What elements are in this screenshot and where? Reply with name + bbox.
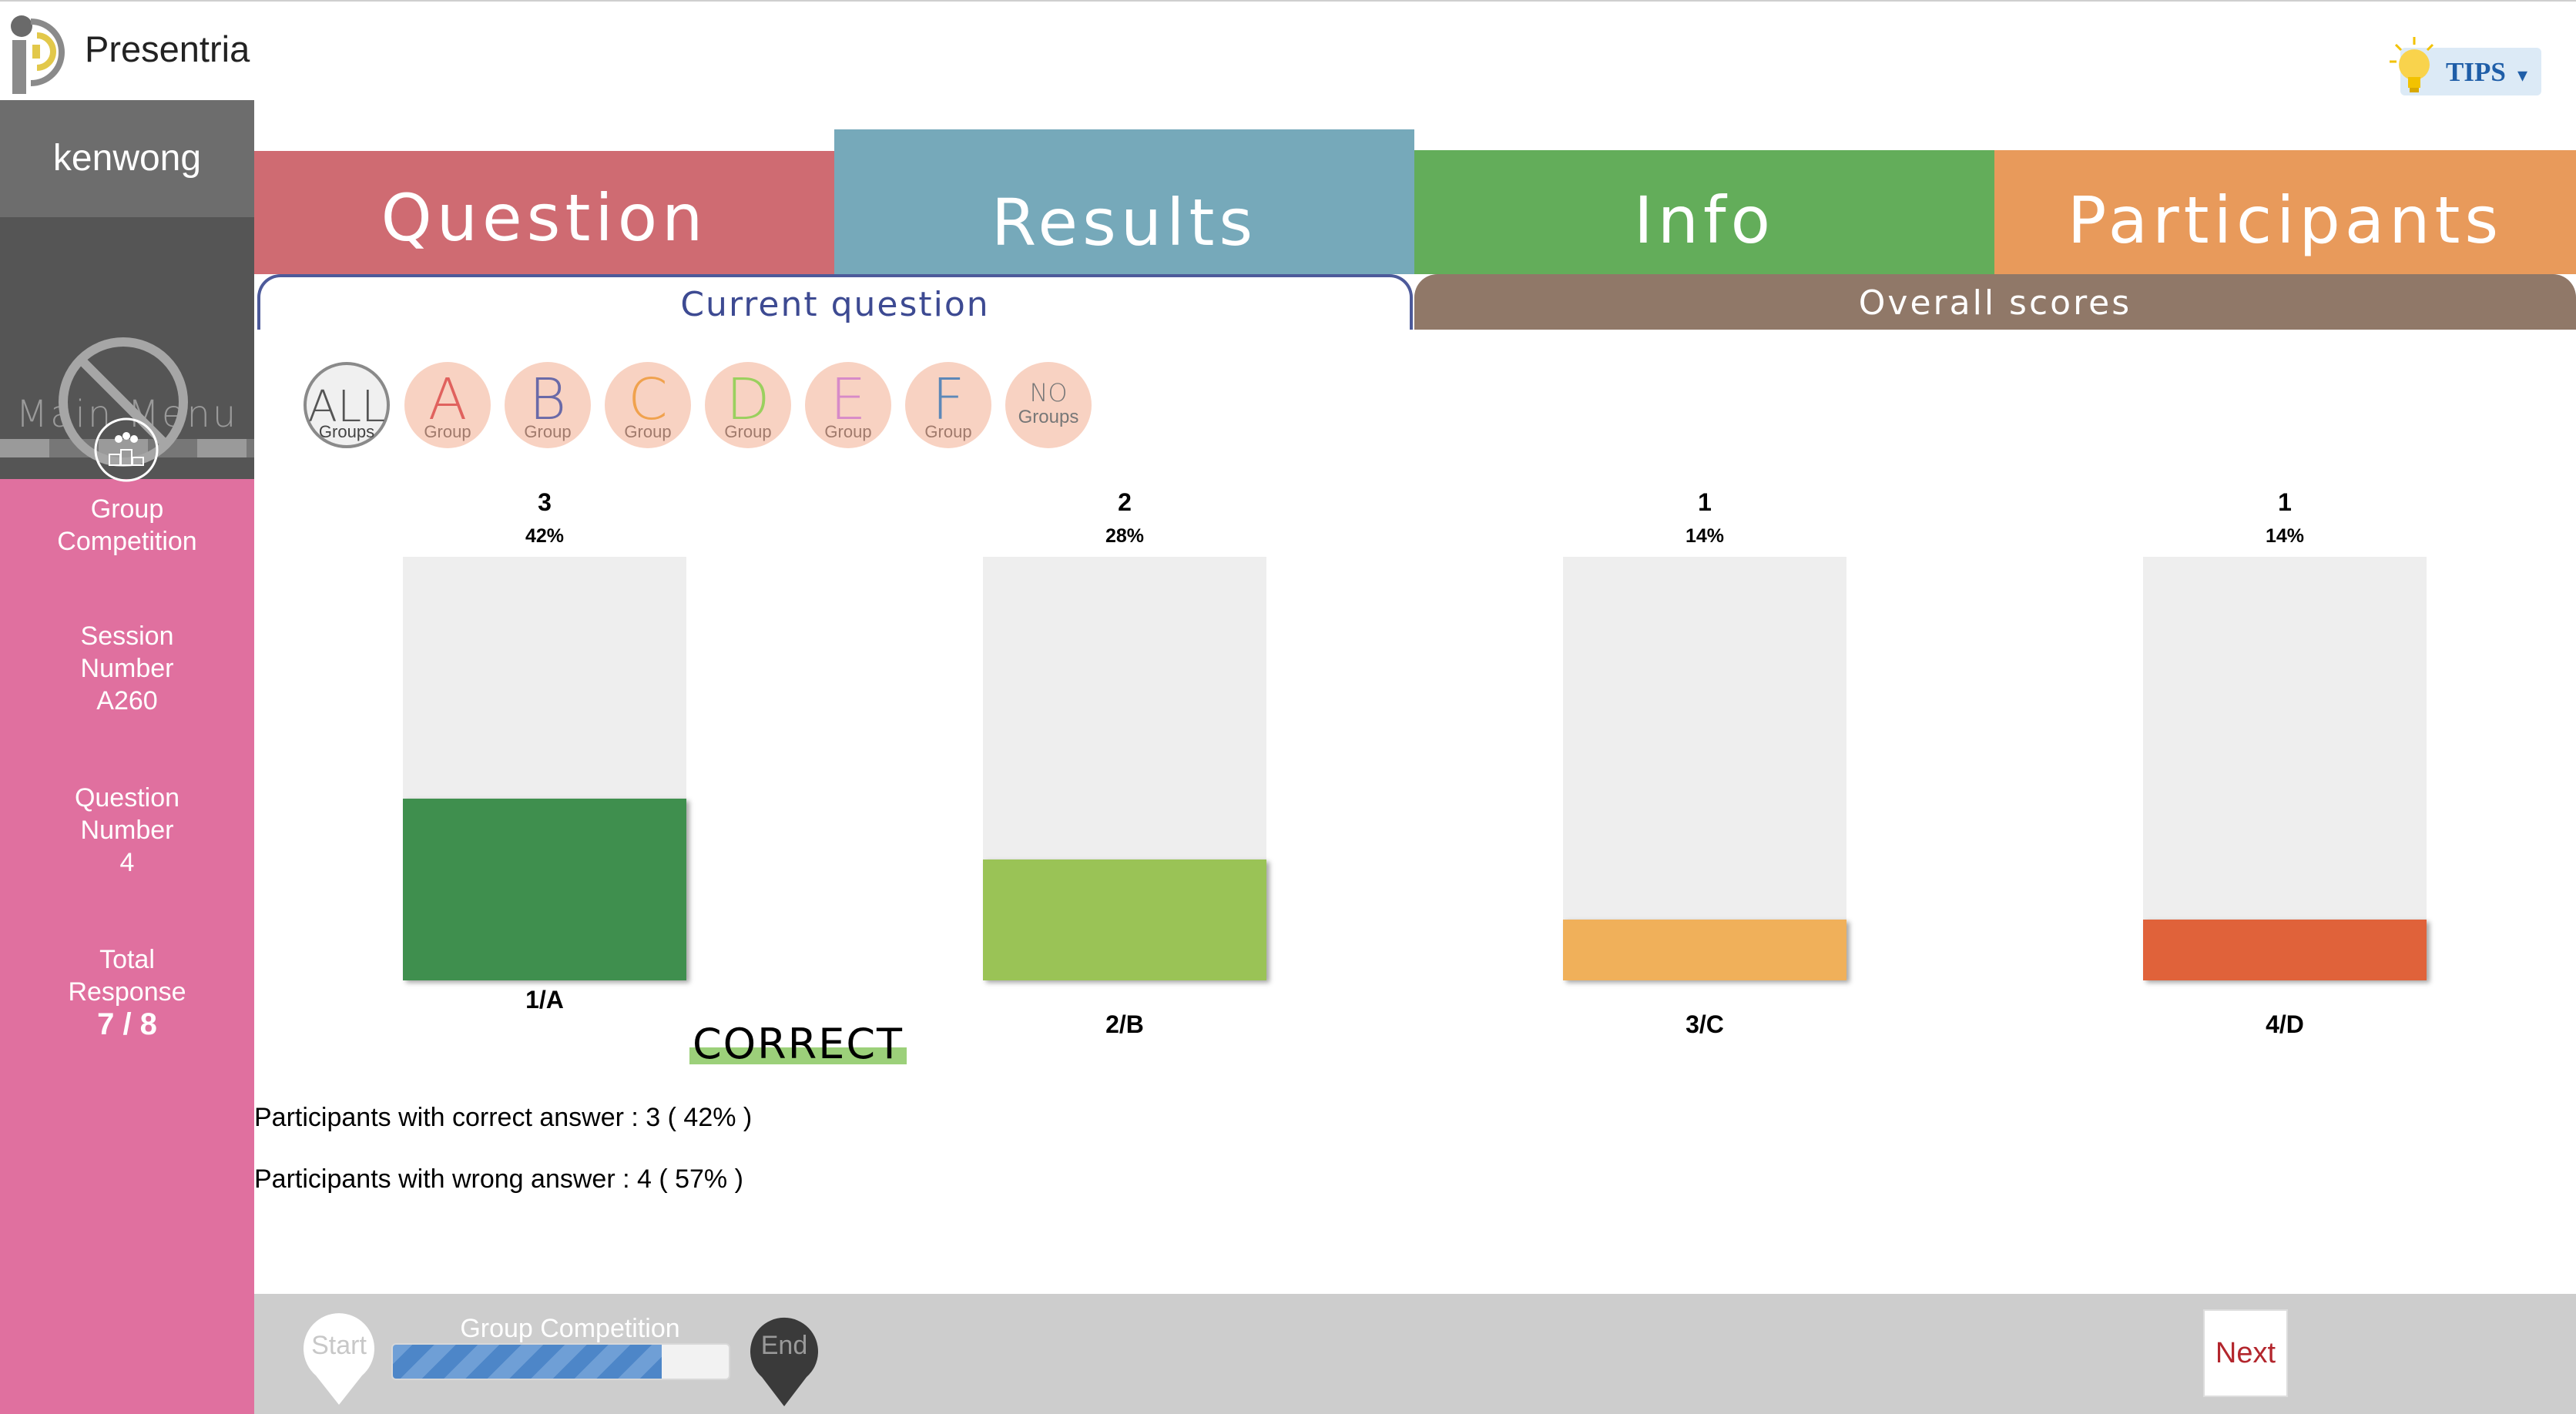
start-marker-icon: Start <box>304 1313 374 1405</box>
question-value: 4 <box>119 848 135 877</box>
progress-bar <box>391 1343 730 1380</box>
group-filter-letter: NO <box>1029 378 1068 407</box>
tips-label: TIPS <box>2446 57 2506 87</box>
question-info: Question Number 4 <box>0 782 254 879</box>
group-filter-b[interactable]: B Group <box>505 362 591 448</box>
group-filter-letter: D <box>726 367 770 433</box>
mode-label: Group Competition <box>0 493 254 558</box>
total-response-label: Total Response <box>68 945 186 1007</box>
username: kenwong <box>52 138 202 179</box>
end-marker-icon: End <box>750 1317 818 1406</box>
group-filter-no-groups[interactable]: NO Groups <box>1005 362 1092 448</box>
presentria-logo <box>11 15 65 94</box>
progress-label: Group Competition <box>460 1314 680 1343</box>
group-filter-sub: Group <box>524 422 572 441</box>
tips-button[interactable]: TIPS ▾ <box>2388 34 2542 97</box>
bar-count-label: 1 <box>2278 488 2292 516</box>
bar-category-label: 1/A <box>525 986 564 1014</box>
end-label: End <box>761 1331 808 1360</box>
bar-2-b <box>983 859 1266 980</box>
correct-label: CORRECT <box>692 1020 904 1068</box>
tab-results[interactable]: Results <box>834 129 1414 274</box>
group-filter-letter: F <box>931 367 965 433</box>
group-filter-sub: Groups <box>318 422 375 441</box>
bar-count-label: 1 <box>1698 488 1712 516</box>
bar-category-label: 2/B <box>1105 1010 1144 1038</box>
bar-percent-label: 14% <box>2265 525 2305 547</box>
bar-category-label: 4/D <box>2266 1010 2304 1038</box>
bar-percent-label: 42% <box>525 525 565 547</box>
group-filter-a[interactable]: A Group <box>404 362 491 448</box>
app-title: Presentria <box>85 28 250 69</box>
session-info: Session Number A260 <box>0 620 254 717</box>
footer-bar: Start Group Competition End <box>254 1294 2576 1414</box>
lightbulb-icon <box>2390 37 2434 92</box>
group-filter-sub: Group <box>724 422 772 441</box>
group-filter-e[interactable]: E Group <box>805 362 891 448</box>
total-response-value: 7 / 8 <box>97 1007 157 1041</box>
summary-wrong: Participants with wrong answer : 4 ( 57%… <box>254 1164 743 1194</box>
correct-answer-tag: CORRECT <box>689 1017 907 1071</box>
bar-count-label: 2 <box>1118 488 1132 516</box>
tab-participants[interactable]: Participants <box>1994 150 2576 274</box>
group-filter-sub: Group <box>624 422 672 441</box>
session-label: Session Number <box>80 622 174 683</box>
progress-fill <box>393 1345 662 1379</box>
group-filter-all[interactable]: ALL Groups <box>304 362 390 448</box>
results-bar-chart: 3 42% 1/A 2 28% 2/B 1 14% 3/C 1 14% 4/D CORRECT <box>254 477 2576 1068</box>
main-menu-button[interactable]: Main Menu <box>0 217 254 479</box>
total-response-info: Total Response 7 / 8 <box>0 943 254 1040</box>
bar-track <box>2143 557 2427 980</box>
chevron-down-icon: ▾ <box>2517 63 2528 86</box>
bar-3-c <box>1563 920 1846 980</box>
menu-stripe <box>0 439 254 457</box>
group-filter-c[interactable]: C Group <box>605 362 691 448</box>
group-filter-letter: ALL <box>307 382 386 432</box>
bar-track <box>1563 557 1846 980</box>
user-box: kenwong <box>0 100 254 217</box>
group-filter-sub: Group <box>424 422 471 441</box>
subtab-overall-scores[interactable]: Overall scores <box>1414 274 2576 330</box>
group-filter-letter: B <box>528 367 567 433</box>
correct-highlight <box>689 1047 907 1064</box>
group-filter-d[interactable]: D Group <box>705 362 791 448</box>
app-header: Presentria TIPS ▾ <box>0 0 2576 100</box>
question-label: Question Number <box>74 783 180 845</box>
group-filter-letter: E <box>830 367 867 433</box>
group-filter-sub: Group <box>824 422 872 441</box>
sidebar: kenwong Main Menu Group Competition Sess… <box>0 100 254 1414</box>
start-label: Start <box>311 1331 367 1360</box>
bar-category-label: 3/C <box>1685 1010 1724 1038</box>
subtab-current-question[interactable]: Current question <box>257 274 1413 330</box>
bar-percent-label: 14% <box>1685 525 1725 547</box>
tab-info[interactable]: Info <box>1414 150 1994 274</box>
mode-label-text: Group Competition <box>57 494 197 556</box>
group-competition-icon <box>94 417 159 482</box>
tab-question[interactable]: Question <box>254 151 834 274</box>
bar-4-d <box>2143 920 2427 980</box>
group-filter-letter: C <box>628 367 668 433</box>
group-filter-sub: Group <box>924 422 972 441</box>
bar-count-label: 3 <box>538 488 552 516</box>
group-filter-sub: Groups <box>1018 407 1079 427</box>
session-value: A260 <box>96 686 158 715</box>
next-button[interactable]: Next <box>2203 1309 2288 1397</box>
summary-correct: Participants with correct answer : 3 ( 4… <box>254 1103 753 1132</box>
group-filter-letter: A <box>428 367 468 433</box>
bar-percent-label: 28% <box>1105 525 1145 547</box>
group-filter-f[interactable]: F Group <box>905 362 991 448</box>
bar-1-a <box>403 799 686 980</box>
